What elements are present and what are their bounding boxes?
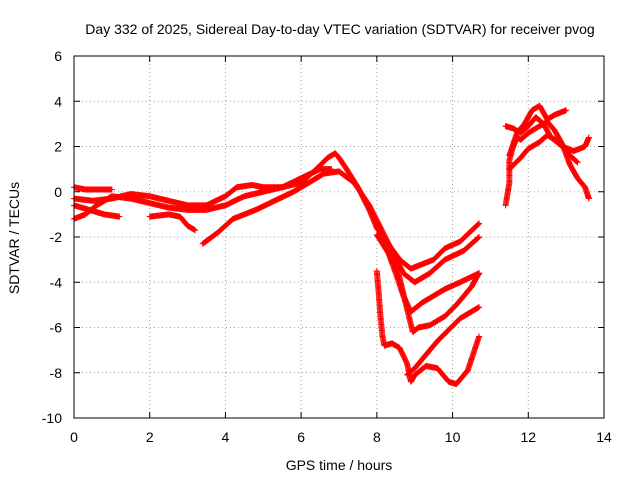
series-track-5 xyxy=(146,211,199,234)
series-track-6 xyxy=(199,168,483,286)
data-point xyxy=(475,271,482,278)
data-point xyxy=(476,333,483,340)
data-point xyxy=(476,220,483,227)
x-tick-label: 10 xyxy=(445,429,461,445)
data-point xyxy=(585,134,592,141)
y-tick-label: -8 xyxy=(50,365,63,381)
data-point xyxy=(192,227,199,234)
data-marks xyxy=(71,102,592,388)
data-point xyxy=(476,304,483,311)
y-tick-label: 0 xyxy=(54,184,62,200)
series-track-1 xyxy=(71,184,115,193)
series-track-8 xyxy=(389,247,483,336)
y-tick-label: -6 xyxy=(50,320,63,336)
chart-title: Day 332 of 2025, Sidereal Day-to-day VTE… xyxy=(85,21,594,37)
x-tick-label: 14 xyxy=(596,429,612,445)
x-tick-label: 12 xyxy=(520,429,536,445)
data-point xyxy=(573,158,580,165)
data-point xyxy=(476,270,483,277)
axis-ticks: 0 2 4 6 8 10 12 14 -10 -8 -6 -4 -2 0 2 4 6 xyxy=(42,48,612,445)
x-tick-label: 8 xyxy=(373,429,381,445)
y-tick-label: -10 xyxy=(42,410,62,426)
x-tick-label: 0 xyxy=(70,429,78,445)
x-tick-label: 6 xyxy=(297,429,305,445)
data-point xyxy=(474,235,481,242)
data-point xyxy=(563,107,570,114)
y-tick-label: -2 xyxy=(50,229,63,245)
data-point xyxy=(475,221,482,228)
x-axis-label: GPS time / hours xyxy=(286,457,393,473)
y-tick-label: 4 xyxy=(54,93,62,109)
data-point xyxy=(108,186,115,193)
y-tick-label: 6 xyxy=(54,48,62,64)
data-point xyxy=(116,213,123,220)
data-point xyxy=(474,221,481,228)
series-track-4 xyxy=(71,150,483,272)
series-track-9 xyxy=(373,267,483,388)
y-tick-label: 2 xyxy=(54,139,62,155)
x-tick-label: 2 xyxy=(146,429,154,445)
x-tick-label: 4 xyxy=(222,429,230,445)
data-point xyxy=(476,234,483,240)
data-point xyxy=(585,195,592,202)
series-track-10 xyxy=(404,304,483,379)
y-tick-label: -4 xyxy=(50,274,63,290)
data-point xyxy=(475,234,482,241)
data-point xyxy=(573,158,580,165)
series-track-14 xyxy=(506,132,581,173)
data-point xyxy=(574,159,581,166)
y-axis-label: SDTVAR / TECUs xyxy=(6,182,22,294)
grid-lines xyxy=(74,56,604,418)
